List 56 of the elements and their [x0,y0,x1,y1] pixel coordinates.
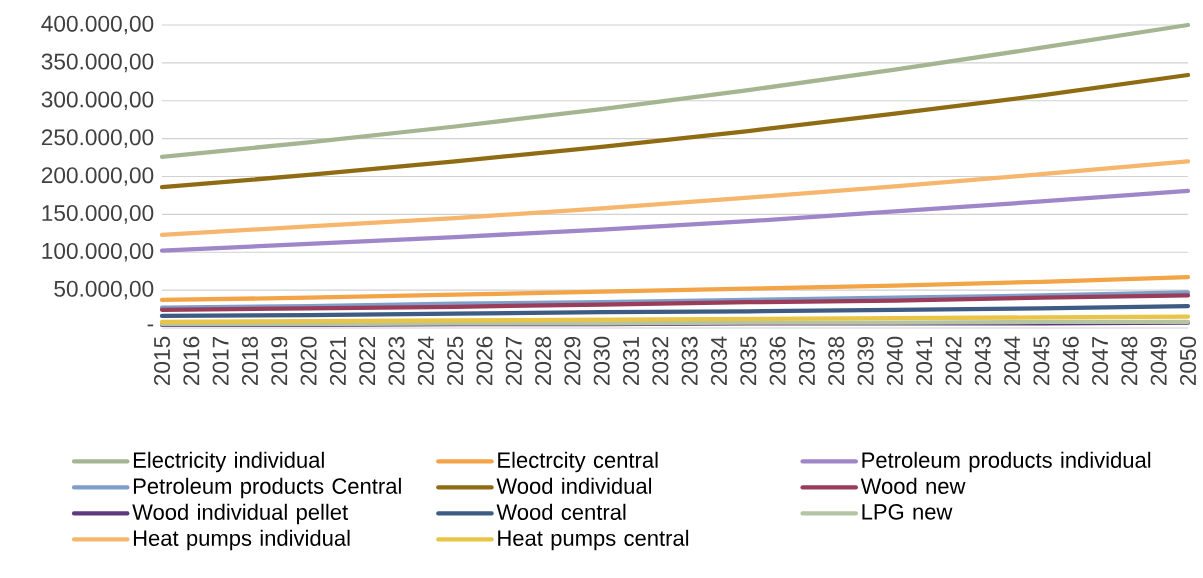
x-tick-label: 2050 [1179,336,1197,386]
x-tick-label: 2025 [447,336,464,386]
legend-label: Heat pumps central [498,529,689,551]
legend-label: Petroleum products individual [862,451,1151,473]
x-tick-label: 2021 [329,336,346,386]
x-tick-label: 2045 [1033,336,1050,386]
y-tick-label: 300.000,00 [41,91,154,111]
x-tick-label: 2030 [593,336,610,386]
x-tick-label: 2028 [535,336,552,386]
y-tick-label: 150.000,00 [42,205,154,224]
x-tick-label: 2024 [417,336,434,386]
x-tick-label: 2047 [1092,336,1109,386]
x-tick-label: 2040 [886,336,903,386]
x-tick-label: 2035 [740,336,757,386]
x-tick-label: 2020 [300,336,317,386]
x-tick-label: 2016 [183,336,200,386]
y-tick-label: 200.000,00 [41,167,154,186]
legend-label: Wood individual [496,477,652,494]
x-tick-label: 2036 [769,336,786,386]
x-tick-label: 2031 [623,336,640,386]
x-tick-label: 2023 [388,336,405,386]
x-tick-label: 2038 [828,336,845,386]
y-tick-label: 50.000,00 [54,280,154,300]
legend-label: Wood individual pellet [132,503,348,525]
legend-label: Electricity individual [133,451,324,473]
x-tick-label: 2034 [710,336,727,386]
x-tick-label: 2022 [359,336,376,386]
legend-label: Wood new [860,477,966,494]
y-tick-label: 250.000,00 [41,129,154,148]
x-tick-label: 2018 [241,336,258,386]
x-tick-label: 2042 [945,336,962,386]
x-tick-label: 2015 [153,336,171,386]
x-tick-label: 2026 [476,336,493,386]
y-tick-label: 400.000,00 [41,15,154,35]
legend-label: Electrcity central [498,451,658,473]
x-tick-label: 2046 [1062,336,1079,386]
x-tick-label: 2017 [212,336,229,386]
y-tick-label: - [147,324,154,327]
x-tick-label: 2039 [857,336,874,386]
y-tick-label: 350.000,00 [41,53,154,73]
y-tick-label: 100.000,00 [42,242,154,262]
x-tick-label: 2048 [1121,336,1138,386]
x-tick-label: 2044 [1004,336,1021,386]
x-tick-label: 2027 [505,336,522,386]
x-tick-label: 2037 [798,336,815,386]
x-tick-label: 2043 [974,336,991,386]
legend-label: Heat pumps individual [133,529,350,551]
legend-label: Petroleum products Central [133,477,401,499]
x-tick-label: 2033 [681,336,698,386]
x-tick-label: 2032 [652,336,669,386]
x-tick-label: 2049 [1150,336,1167,386]
legend-label: Wood central [496,503,626,520]
x-tick-label: 2041 [916,336,933,386]
x-tick-label: 2019 [271,336,288,386]
x-tick-label: 2029 [564,336,581,386]
legend-label: LPG new [862,504,953,520]
